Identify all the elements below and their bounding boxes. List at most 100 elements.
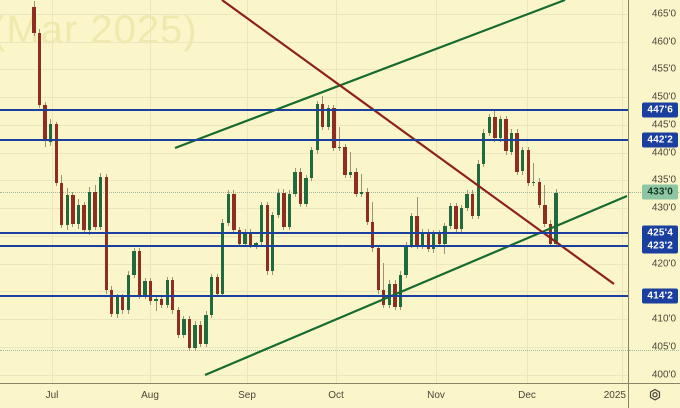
price-level-line[interactable]	[0, 108, 628, 111]
price-level-label[interactable]: 423'2	[642, 238, 678, 254]
hgridline	[0, 291, 628, 293]
price-tick-label: 405'0	[651, 341, 676, 353]
candle-body	[248, 232, 253, 245]
candle-body	[448, 205, 453, 226]
candle-body	[326, 108, 330, 128]
price-tick-label: 420'0	[651, 258, 676, 270]
candle-body	[554, 192, 558, 244]
candle-body	[160, 299, 164, 305]
hgridline	[0, 346, 628, 348]
candle-body	[465, 193, 469, 209]
hgridline	[0, 69, 628, 71]
candle-body	[293, 171, 297, 194]
candle-body	[404, 244, 408, 275]
candle-body	[354, 171, 358, 194]
price-level-line[interactable]	[0, 232, 628, 235]
candle-body	[226, 193, 230, 223]
hgridline	[0, 235, 628, 237]
candle-body	[76, 204, 81, 224]
candle-body	[98, 177, 103, 228]
candle-body	[315, 103, 319, 151]
candle-body	[521, 150, 525, 172]
candle-body	[304, 178, 308, 204]
price-level-label[interactable]: 447'6	[642, 102, 678, 118]
candle-body	[487, 117, 491, 133]
hgridline	[0, 263, 628, 265]
candle-body	[260, 204, 264, 243]
axis-dotted-guide	[629, 349, 680, 351]
candle-body	[382, 290, 386, 305]
price-level-line[interactable]	[0, 139, 628, 142]
hgridline	[0, 152, 628, 154]
candle-body	[148, 281, 153, 302]
candle-body	[298, 171, 303, 204]
candle-body	[348, 171, 353, 175]
candle-body	[471, 193, 475, 216]
candle-body	[376, 248, 380, 291]
candle-body	[65, 194, 69, 225]
axis-corner[interactable]	[628, 383, 680, 408]
price-axis[interactable]: 465'0 460'0 455'0 450'0 445'0 440'0 435'0 430'0…	[628, 0, 680, 383]
candle-body	[493, 117, 497, 139]
time-tick-label: Aug	[141, 390, 159, 401]
price-tick-label: 430'0	[651, 202, 676, 214]
hgridline	[0, 374, 628, 376]
candle-body	[265, 204, 269, 272]
price-tick-label: 410'0	[651, 313, 676, 325]
time-tick-label: Oct	[328, 390, 344, 401]
time-axis[interactable]: Jul Aug Sep Oct Nov Dec 2025	[0, 383, 628, 408]
candle-body	[232, 193, 236, 231]
candle-body	[215, 277, 219, 294]
candle-body	[526, 150, 530, 183]
candle-body	[110, 290, 114, 314]
price-level-label[interactable]: 442'2	[642, 132, 678, 148]
gear-icon[interactable]	[646, 388, 663, 405]
candle-body	[537, 181, 541, 205]
candle-body	[543, 204, 547, 224]
price-tick-label: 400'0	[651, 369, 676, 381]
candle-body	[359, 191, 364, 194]
candle-body	[282, 192, 286, 227]
candle-body	[187, 319, 192, 349]
candle-body	[415, 215, 419, 246]
current-price-label[interactable]: 433'0	[642, 184, 678, 199]
price-level-line[interactable]	[0, 244, 628, 247]
price-tick-label: 440'0	[651, 147, 676, 159]
candle-body	[426, 232, 430, 250]
candle-body	[432, 233, 436, 250]
time-tick-label: 2025	[603, 390, 626, 401]
candle-body	[198, 324, 203, 344]
dotted-guide-line	[0, 349, 628, 351]
candle-body	[332, 108, 336, 149]
candle-body	[43, 104, 47, 142]
price-tick-label: 455'0	[651, 63, 676, 75]
candle-body	[193, 324, 197, 348]
hgridline	[0, 13, 628, 15]
candle-body	[504, 119, 508, 152]
candle-body	[365, 191, 369, 222]
hgridline	[0, 319, 628, 321]
candle-body	[165, 280, 169, 305]
candle-body	[71, 194, 75, 224]
price-level-label[interactable]: 425'4	[642, 225, 678, 241]
price-level-label[interactable]: 414'2	[642, 288, 678, 304]
candle-body	[60, 182, 64, 225]
candle-body	[337, 147, 342, 149]
candle-body	[126, 274, 131, 311]
candle-body	[287, 193, 292, 227]
candle-body	[143, 281, 147, 296]
candle-wick	[155, 295, 157, 312]
hgridline	[0, 124, 628, 126]
candle-body	[182, 319, 186, 335]
candle-body	[343, 147, 347, 175]
price-level-line[interactable]	[0, 294, 628, 297]
time-tick-label: Jul	[45, 390, 59, 401]
chart-plot-area[interactable]: (Mar 2025)	[0, 0, 628, 383]
candle-body	[115, 297, 119, 314]
candle-body	[437, 233, 442, 244]
candle-body	[54, 123, 58, 183]
hgridline	[0, 41, 628, 43]
candle-body	[48, 123, 53, 142]
candle-body	[121, 297, 125, 311]
